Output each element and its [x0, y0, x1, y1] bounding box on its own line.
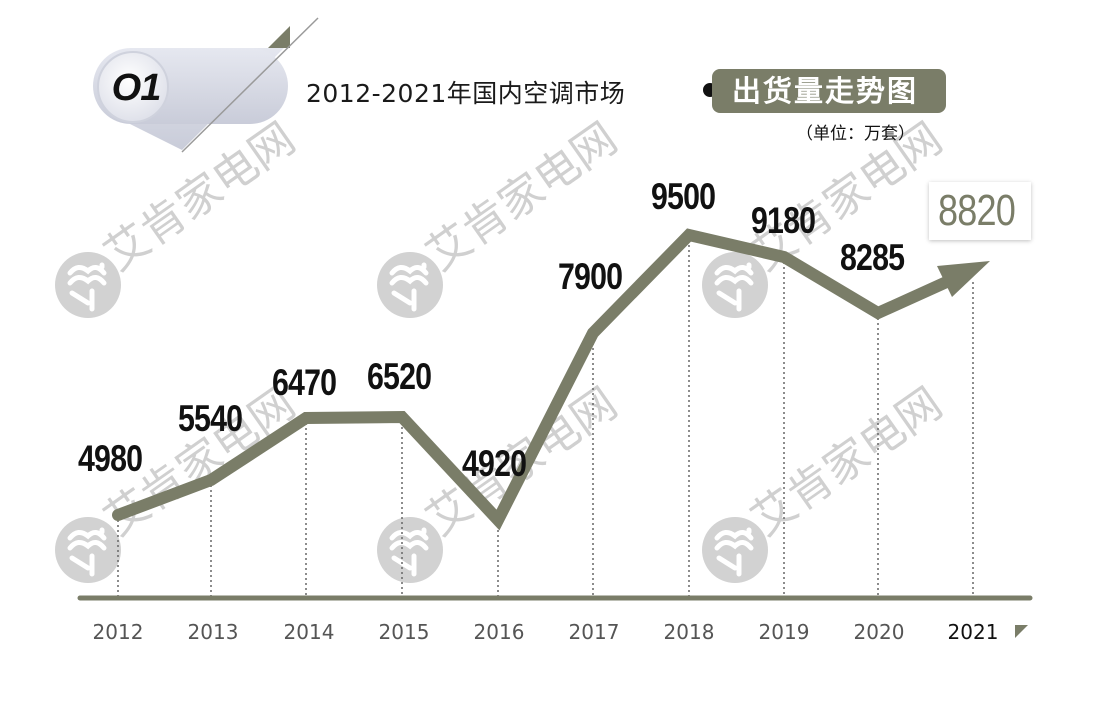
value-label-2020: 8285 — [840, 237, 905, 278]
svg-text:艾肯家电网: 艾肯家电网 — [742, 378, 951, 546]
value-label-2013: 5540 — [178, 398, 243, 439]
svg-text:艾肯家电网: 艾肯家电网 — [95, 113, 304, 281]
x-tick-2012: 2012 — [92, 620, 144, 644]
value-label-2021-box: 8820 — [929, 182, 1031, 240]
x-tick-2021: 2021 — [947, 620, 999, 644]
data-line — [112, 228, 968, 531]
x-tick-2020: 2020 — [853, 620, 905, 644]
x-tick-2013: 2013 — [187, 620, 239, 644]
value-label-2015: 6520 — [367, 356, 432, 397]
x-tick-2014: 2014 — [283, 620, 335, 644]
chart-tag: 出货量走势图 — [712, 69, 946, 113]
x-tick-2018: 2018 — [663, 620, 715, 644]
value-label-2014: 6470 — [272, 362, 337, 403]
x-tick-2017: 2017 — [568, 620, 620, 644]
section-badge — [93, 17, 319, 153]
current-year-marker-icon — [1015, 625, 1028, 638]
value-label-2019: 9180 — [751, 200, 816, 241]
x-tick-2015: 2015 — [378, 620, 430, 644]
value-label-2021: 8820 — [938, 186, 1016, 235]
drop-lines — [117, 235, 974, 596]
unit-label: （单位：万套） — [796, 124, 915, 144]
chart-title: 2012-2021年国内空调市场 — [306, 79, 626, 108]
trend-arrow-icon — [937, 261, 990, 297]
value-label-2012: 4980 — [78, 438, 143, 479]
value-label-2016: 4920 — [462, 443, 527, 484]
value-label-2017: 7900 — [558, 256, 623, 297]
x-tick-2019: 2019 — [758, 620, 810, 644]
value-label-2018: 9500 — [651, 176, 716, 217]
section-number: O1 — [111, 67, 162, 109]
x-tick-2016: 2016 — [473, 620, 525, 644]
